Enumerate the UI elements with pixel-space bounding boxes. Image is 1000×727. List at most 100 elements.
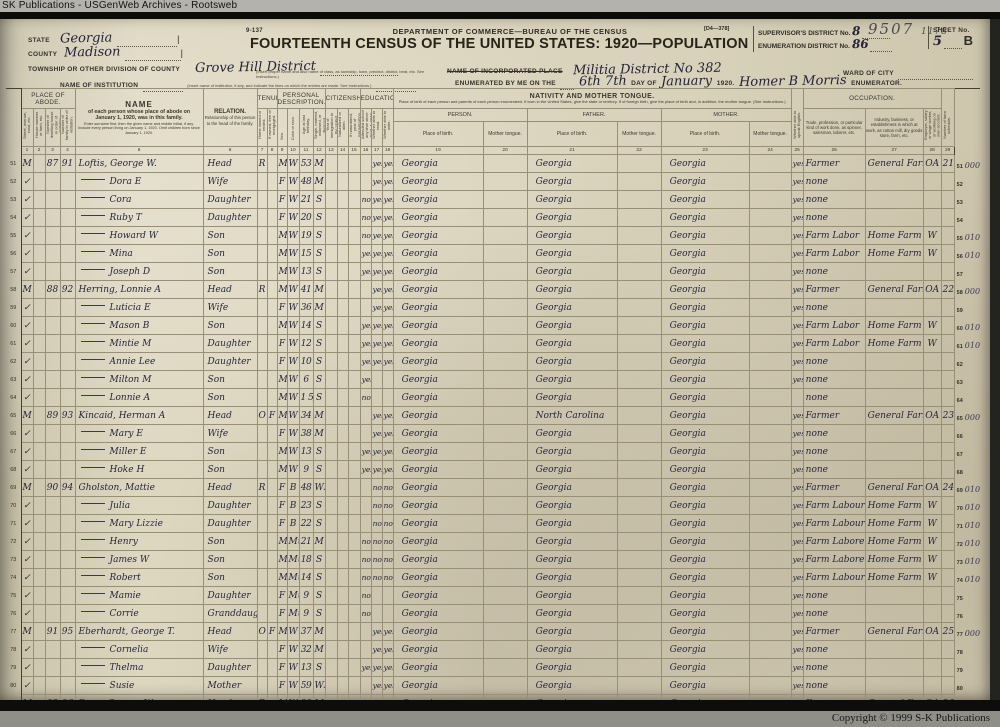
enumerated-prefix: ENUMERATED BY ME ON THE xyxy=(455,80,556,87)
line-number: 61 xyxy=(956,343,963,350)
cell-sex: F xyxy=(276,172,288,191)
cell-employer xyxy=(922,190,942,209)
cell-marital: S xyxy=(312,568,326,587)
line-number-right: 67 xyxy=(953,442,981,461)
house-number-label: House number or farm, etc. xyxy=(33,111,43,139)
subgroup-father: FATHER. xyxy=(526,107,662,123)
line-number-right: 61 010 xyxy=(953,334,981,353)
cell-person-birthplace: Georgia xyxy=(392,208,484,227)
form-number: 9-137 xyxy=(246,28,263,34)
cell-naturalization-year xyxy=(347,226,361,245)
cell-naturalized xyxy=(336,298,349,317)
cell-sex: M xyxy=(276,370,288,389)
cell-relation: Son xyxy=(202,532,258,551)
cell-able-to-read: yes xyxy=(370,658,383,677)
cell-father-tongue xyxy=(616,334,662,353)
cell-relation: Son xyxy=(202,442,258,461)
cell-sex: F xyxy=(276,190,288,209)
cell-dwelling-number xyxy=(44,676,61,695)
group-education: EDUCATION. xyxy=(359,88,394,109)
cell-mother-birthplace: Georgia xyxy=(660,676,750,695)
cell-father-tongue xyxy=(616,190,662,209)
census-table-head: PLACE OF ABODE. NAME of each person whos… xyxy=(6,88,981,155)
cell-naturalized xyxy=(336,388,349,407)
cell-immigration-year xyxy=(324,586,338,605)
cell-mother-birthplace: Georgia xyxy=(660,514,750,533)
cell-sex: M xyxy=(276,406,288,425)
cell-person-tongue xyxy=(482,370,528,389)
cell-mortgage xyxy=(266,514,278,533)
column-trade: Trade, profession, or particular kind of… xyxy=(802,108,866,147)
cell-name: Cora xyxy=(74,190,204,209)
line-number-left: 54 xyxy=(6,208,22,227)
cell-age: 13 xyxy=(298,442,314,461)
cell-able-to-write xyxy=(381,604,394,623)
line-number-right: 72 010 xyxy=(953,532,981,551)
cell-immigration-year xyxy=(324,388,338,407)
cell-able-to-read: yes xyxy=(370,262,383,281)
cell-family-number: 92 xyxy=(59,280,76,299)
cell-speak-english: yes xyxy=(790,298,804,317)
cell-able-to-read: no xyxy=(370,550,383,569)
cell-attended-school: no xyxy=(359,388,372,407)
cell-age: 38 xyxy=(298,424,314,443)
column-marital: Single, married, widowed, or divorced. xyxy=(312,108,326,147)
cell-employer xyxy=(922,172,942,191)
age-label: Age at last birthday. xyxy=(300,115,311,135)
cell-street-mark: ✓ xyxy=(20,550,34,569)
cell-father-birthplace: Georgia xyxy=(526,676,618,695)
cell-family-number xyxy=(59,658,76,677)
cell-able-to-read xyxy=(370,370,383,389)
cell-dwelling-number xyxy=(44,226,61,245)
cell-family-number xyxy=(59,352,76,371)
cell-able-to-write: no xyxy=(381,496,394,515)
cell-family-number xyxy=(59,514,76,533)
cell-street-mark: ✓ xyxy=(20,208,34,227)
cell-marital: S xyxy=(312,460,326,479)
column-number: 14 xyxy=(336,146,349,155)
cell-person-tongue xyxy=(482,334,528,353)
margin-digits: 010 xyxy=(964,502,981,512)
cell-speak-english: yes xyxy=(790,442,804,461)
cell-home-owned xyxy=(256,352,268,371)
line-number: 54 xyxy=(956,217,963,224)
cell-marital: M xyxy=(312,694,326,700)
subgroup-mother: MOTHER. xyxy=(660,107,792,123)
ditto-dash xyxy=(80,197,105,198)
line-number-left: 56 xyxy=(6,244,22,263)
cell-dwelling-number xyxy=(44,190,61,209)
line-number-left: 78 xyxy=(6,640,22,659)
cell-industry xyxy=(864,172,924,191)
cell-family-number xyxy=(59,496,76,515)
county-line: COUNTY Madison | xyxy=(28,44,183,61)
cell-age: 59 xyxy=(298,676,314,695)
cell-naturalization-year xyxy=(347,658,361,677)
cell-mortgage: F xyxy=(266,406,278,425)
cell-mortgage xyxy=(266,658,278,677)
cell-speak-english: yes xyxy=(790,280,804,299)
cell-able-to-write: yes xyxy=(381,190,394,209)
cell-person-birthplace: Georgia xyxy=(392,442,484,461)
cell-father-tongue xyxy=(616,550,662,569)
column-number: 4 xyxy=(59,146,76,155)
cell-attended-school: no xyxy=(359,586,372,605)
cell-able-to-write: yes xyxy=(381,460,394,479)
cell-street-mark: ✓ xyxy=(20,316,34,335)
cell-mother-birthplace: Georgia xyxy=(660,298,750,317)
cell-naturalized xyxy=(336,640,349,659)
cell-relation: Son xyxy=(202,226,258,245)
cell-father-tongue xyxy=(616,298,662,317)
cell-able-to-write: yes xyxy=(381,298,394,317)
ditto-dash xyxy=(80,269,105,270)
cell-speak-english: yes xyxy=(790,640,804,659)
line-number-right: 65 000 xyxy=(953,406,981,425)
cell-able-to-read: yes xyxy=(370,442,383,461)
cell-able-to-write: yes xyxy=(381,424,394,443)
cell-naturalization-year xyxy=(347,676,361,695)
relation-header-title: RELATION. xyxy=(214,109,246,116)
cell-relation: Son xyxy=(202,460,258,479)
cell-age: 1 5/12 xyxy=(298,388,314,407)
cell-father-tongue xyxy=(616,496,662,515)
census-row: 80✓SusieMotherFW59WDyesyesGeorgiaGeorgia… xyxy=(6,676,981,695)
